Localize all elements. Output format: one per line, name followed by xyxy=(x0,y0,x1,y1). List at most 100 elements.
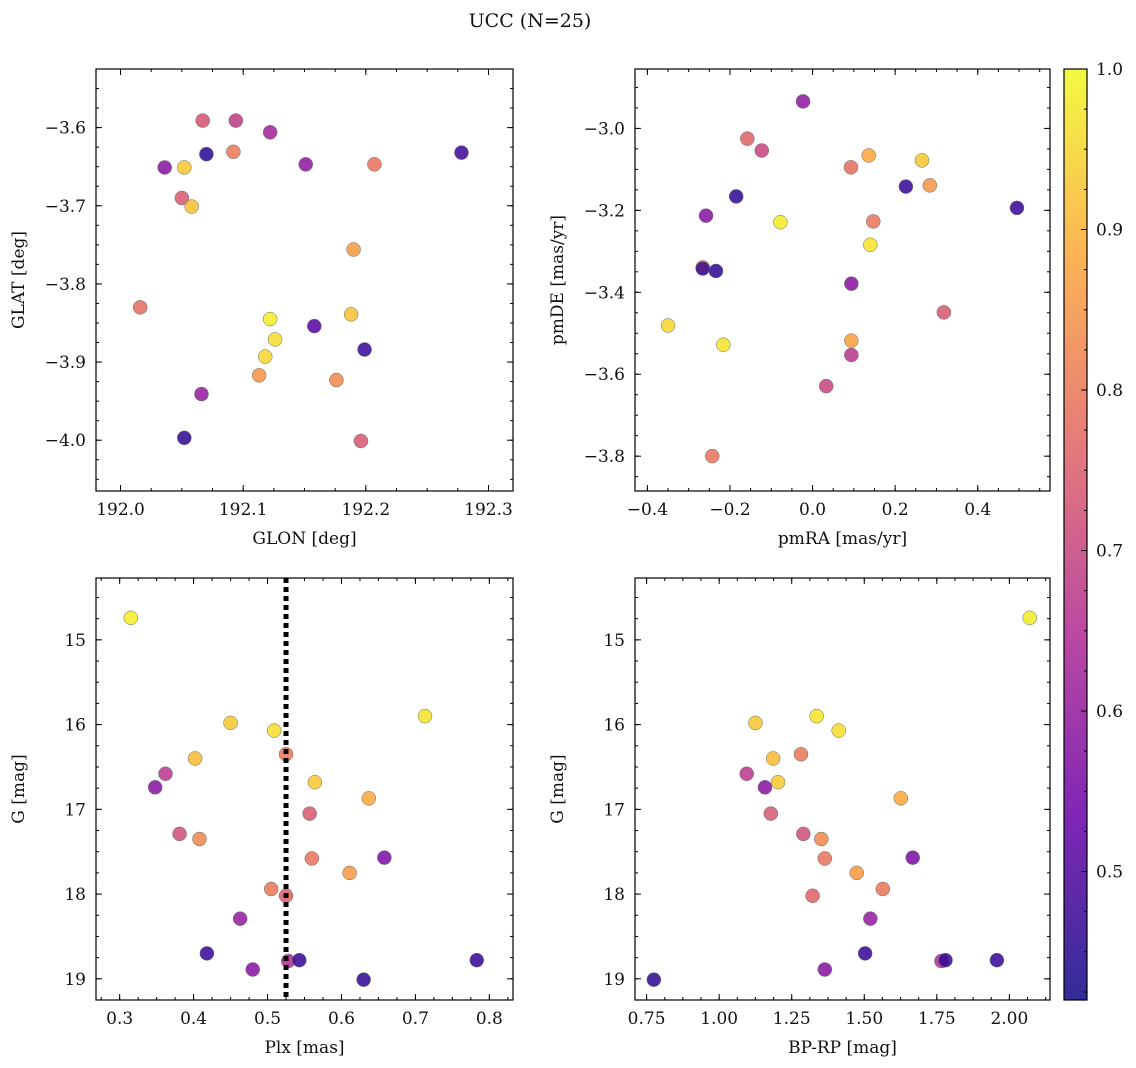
scatter-point xyxy=(849,865,864,881)
scatter-point xyxy=(469,952,485,968)
scatter-point xyxy=(346,242,361,257)
x-axis-label: GLON [deg] xyxy=(252,529,356,549)
x-axis-label: pmRA [mas/yr] xyxy=(778,529,907,549)
x-tick-label: 1.75 xyxy=(918,1009,956,1029)
scatter-point xyxy=(863,237,878,253)
y-tick-label: 19 xyxy=(603,970,625,990)
scatter-point xyxy=(307,774,323,790)
scatter-point xyxy=(728,189,744,204)
scatter-point xyxy=(367,157,382,172)
colorbar-tick-label: 0.8 xyxy=(1096,381,1123,401)
scatter-point xyxy=(695,261,710,276)
scatter-point xyxy=(809,708,824,724)
x-tick-label: 0.8 xyxy=(476,1009,503,1029)
scatter-point xyxy=(814,831,829,847)
scatter-point xyxy=(866,214,881,229)
scatter-point xyxy=(770,774,786,790)
scatter-point xyxy=(123,610,138,626)
scatter-point xyxy=(938,952,953,968)
scatter-point xyxy=(263,881,279,897)
scatter-point xyxy=(773,214,788,230)
scatter-point xyxy=(195,113,210,128)
scatter-point xyxy=(793,747,809,762)
scatter-point xyxy=(660,318,676,333)
scatter-point xyxy=(304,851,320,866)
axes-frame xyxy=(95,68,514,492)
colorbar-tick-label: 0.5 xyxy=(1096,863,1123,883)
y-axis-label: pmDE [mas/yr] xyxy=(548,215,568,345)
y-tick-label: −4.0 xyxy=(45,431,86,451)
scatter-point xyxy=(844,276,859,291)
scatter-point xyxy=(298,157,313,172)
scatter-point xyxy=(292,952,307,968)
scatter-point xyxy=(307,318,322,334)
x-axis-label: BP-RP [mag] xyxy=(788,1038,897,1058)
scatter-point xyxy=(936,305,952,320)
scatter-point xyxy=(748,715,763,731)
scatter-point xyxy=(357,342,372,357)
scatter-point xyxy=(158,766,173,781)
scatter-point xyxy=(708,263,724,279)
scatter-point xyxy=(177,160,192,175)
colorbar-tick-label: 0.9 xyxy=(1096,221,1123,241)
scatter-point xyxy=(262,311,278,327)
figure-title: UCC (N=25) xyxy=(469,10,592,32)
y-axis-label: GLAT [deg] xyxy=(9,231,29,329)
scatter-point xyxy=(226,144,241,160)
scatter-panels: 192.0 192.1 192.2 192.3 −3.6 −3.7 −3.8 −3.9 −4.0… xyxy=(9,68,1051,1058)
y-tick-label: −3.8 xyxy=(584,447,625,467)
scatter-point xyxy=(763,806,779,821)
panel-plx_g: 0.3 0.4 0.5 0.6 0.7 0.8 15 16 17 18 19 Plx [mas] G [… xyxy=(9,577,514,1058)
scatter-point xyxy=(861,148,876,163)
y-tick-label: −3.9 xyxy=(45,353,86,373)
y-tick-label: −3.0 xyxy=(584,119,625,139)
x-tick-label: 0.4 xyxy=(180,1009,207,1029)
scatter-point xyxy=(905,850,920,865)
y-tick-label: 18 xyxy=(603,885,625,905)
y-tick-label: 15 xyxy=(64,631,86,651)
colorbar: 0.5 0.6 0.7 0.8 0.9 1.0 xyxy=(1063,60,1123,1001)
points-layer xyxy=(132,113,469,449)
y-tick-label: 16 xyxy=(64,716,86,736)
scatter-point xyxy=(302,806,317,821)
y-tick-label: −3.6 xyxy=(584,365,625,385)
scatter-point xyxy=(454,145,469,160)
colorbar-tick-label: 1.0 xyxy=(1096,60,1123,80)
panel-glon_glat: 192.0 192.1 192.2 192.3 −3.6 −3.7 −3.8 −3.9 −4.0… xyxy=(9,68,514,549)
y-tick-label: −3.2 xyxy=(584,201,625,221)
scatter-point xyxy=(757,780,773,795)
scatter-point xyxy=(177,430,192,446)
scatter-point xyxy=(417,708,433,724)
y-tick-label: 18 xyxy=(64,885,86,905)
x-tick-label: 1.25 xyxy=(773,1009,811,1029)
scatter-point xyxy=(739,766,754,781)
x-tick-label: 1.50 xyxy=(845,1009,883,1029)
scatter-point xyxy=(817,962,833,977)
colorbar-gradient xyxy=(1064,69,1087,1000)
scatter-point xyxy=(1022,610,1037,626)
x-tick-label: 0.0 xyxy=(799,500,826,520)
x-axis-label: Plx [mas] xyxy=(264,1038,344,1058)
x-tick-label: 0.2 xyxy=(882,500,909,520)
axes-frame xyxy=(634,577,1051,1001)
scatter-point xyxy=(343,307,359,322)
y-tick-label: −3.6 xyxy=(45,119,86,139)
colorbar-tick-label: 0.6 xyxy=(1096,702,1123,722)
scatter-point xyxy=(192,831,207,847)
scatter-point xyxy=(796,826,811,842)
scatter-point xyxy=(817,851,833,866)
panel-pmra_pmde: −0.4 −0.2 0.0 0.2 0.4 −3.0 −3.2 −3.4 −3.6 −3.8 pmR… xyxy=(548,68,1051,549)
scatter-point xyxy=(245,962,260,977)
scatter-point xyxy=(342,865,357,881)
scatter-point xyxy=(898,179,914,194)
x-tick-label: 1.00 xyxy=(700,1009,738,1029)
scatter-point xyxy=(989,952,1005,968)
scatter-point xyxy=(377,850,392,865)
colorbar-tick-label: 0.7 xyxy=(1096,542,1123,562)
scatter-point xyxy=(199,946,215,961)
x-tick-label: 192.2 xyxy=(341,500,390,520)
x-tick-label: 192.3 xyxy=(464,500,513,520)
scatter-point xyxy=(805,888,820,904)
